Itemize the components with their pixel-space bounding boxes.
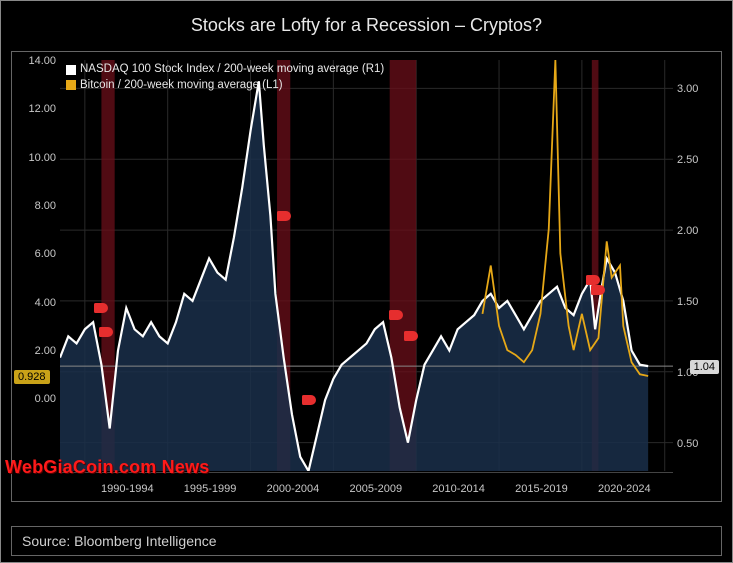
right-ref-label: 1.04 — [690, 360, 719, 374]
legend-label: NASDAQ 100 Stock Index / 200-week moving… — [80, 62, 384, 78]
legend: NASDAQ 100 Stock Index / 200-week moving… — [66, 62, 384, 93]
x-tick: 2005-2009 — [349, 483, 402, 495]
x-tick: 1990-1994 — [101, 483, 154, 495]
y-left-tick: 6.00 — [16, 248, 56, 260]
x-tick: 2000-2004 — [267, 483, 320, 495]
recession-marker-icon — [404, 331, 418, 341]
source-attribution: Source: Bloomberg Intelligence — [11, 526, 722, 556]
y-left-tick: 12.00 — [16, 103, 56, 115]
legend-label: Bitcoin / 200-week moving average (L1) — [80, 78, 283, 94]
x-tick: 2010-2014 — [432, 483, 485, 495]
y-left-tick: 14.00 — [16, 55, 56, 67]
y-right-tick: 1.50 — [677, 296, 717, 308]
recession-marker-icon — [277, 211, 291, 221]
x-tick: 1995-1999 — [184, 483, 237, 495]
y-left-tick: 4.00 — [16, 297, 56, 309]
x-tick: 2020-2024 — [598, 483, 651, 495]
legend-swatch-icon — [66, 65, 76, 75]
left-ref-label: 0.928 — [14, 370, 50, 384]
chart-area: NASDAQ 100 Stock Index / 200-week moving… — [11, 51, 722, 502]
y-left-tick: 2.00 — [16, 345, 56, 357]
chart-title: Stocks are Lofty for a Recession – Crypt… — [1, 1, 732, 46]
y-right-tick: 2.50 — [677, 154, 717, 166]
chart-frame: Stocks are Lofty for a Recession – Crypt… — [0, 0, 733, 563]
y-right-tick: 3.00 — [677, 83, 717, 95]
recession-marker-icon — [94, 303, 108, 313]
recession-marker-icon — [302, 395, 316, 405]
y-left-tick: 10.00 — [16, 152, 56, 164]
recession-marker-icon — [591, 285, 605, 295]
chart-svg — [60, 60, 673, 471]
y-left-tick: 8.00 — [16, 200, 56, 212]
y-right-tick: 0.50 — [677, 438, 717, 450]
recession-marker-icon — [389, 310, 403, 320]
legend-item: NASDAQ 100 Stock Index / 200-week moving… — [66, 62, 384, 78]
legend-swatch-icon — [66, 80, 76, 90]
recession-marker-icon — [99, 327, 113, 337]
recession-marker-icon — [586, 275, 600, 285]
watermark: WebGiaCoin.com News — [5, 457, 210, 478]
y-right-tick: 2.00 — [677, 225, 717, 237]
plot-area — [60, 60, 673, 471]
x-tick: 2015-2019 — [515, 483, 568, 495]
y-left-tick: 0.00 — [16, 393, 56, 405]
legend-item: Bitcoin / 200-week moving average (L1) — [66, 78, 384, 94]
